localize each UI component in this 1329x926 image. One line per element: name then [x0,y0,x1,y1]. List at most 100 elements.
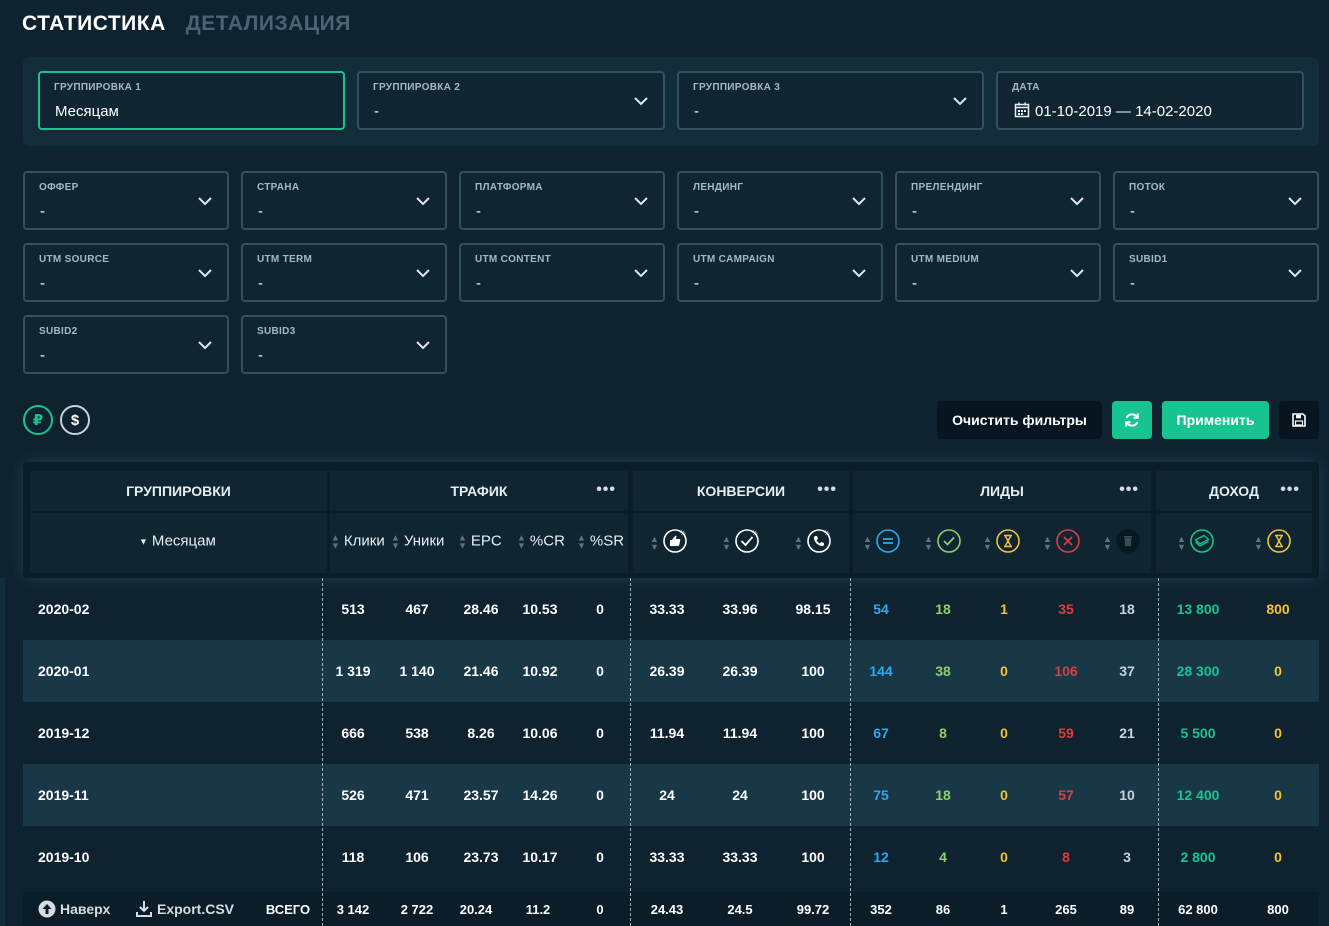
grouping-1-select[interactable]: ГРУППИРОВКА 1 Месяцам [38,71,345,130]
sort-icon[interactable]: ▲ ▼ [650,534,659,552]
chevron-down-icon [1288,269,1302,278]
cell-income-paid: 12 400 [1176,787,1220,803]
save-button[interactable] [1279,401,1319,439]
more-options-icon[interactable]: ••• [596,481,616,498]
cell-leads-rejected: 57 [1058,787,1074,803]
hourglass-income-icon[interactable] [1266,528,1292,554]
equals-icon[interactable] [875,528,901,554]
more-options-icon[interactable]: ••• [1119,481,1139,498]
cell-conv1: 33.33 [649,601,685,617]
cell-income-paid: 5 500 [1180,725,1216,741]
date-range-picker[interactable]: ДАТА 01-10-2019 — 14-02-2020 [996,71,1304,130]
cell-leads-approved: 4 [939,849,947,865]
trash-icon[interactable] [1115,528,1141,554]
table-row[interactable]: 2020-02 513 467 28.46 10.53 0 33.33 33.9… [23,578,1319,640]
clear-filters-button[interactable]: Очистить фильтры [937,401,1102,439]
sort-icon[interactable]: ▲ ▼ [794,534,803,552]
filter-country[interactable]: СТРАНА - [241,171,447,230]
cell-sr: 0 [596,601,604,617]
filter-prelanding[interactable]: ПРЕЛЕНДИНГ - [895,171,1101,230]
cell-clicks: 118 [341,849,365,865]
sort-icon[interactable]: ▲ ▼ [863,534,872,552]
currency-usd-toggle[interactable]: $ [60,405,90,435]
more-options-icon[interactable]: ••• [1280,481,1300,498]
filter-offer[interactable]: ОФФЕР - [23,171,229,230]
column-header-group-by[interactable]: ▼ Месяцам [139,533,216,550]
field-label: ГРУППИРОВКА 1 [54,82,142,93]
sort-icon[interactable]: ▲ ▼ [983,534,992,552]
table-row[interactable]: 2019-12 666 538 8.26 10.06 0 11.94 11.94… [23,702,1319,764]
cell-conv3: 100 [801,725,825,741]
chevron-down-icon [953,97,967,106]
table-row[interactable]: 2020-01 1 319 1 140 21.46 10.92 0 26.39 … [23,640,1319,702]
hourglass-icon[interactable] [995,528,1021,554]
more-options-icon[interactable]: ••• [817,481,837,498]
group-header-label: ЛИДЫ [980,483,1024,499]
phone-percent-icon[interactable]: % [806,528,832,554]
filter-utm-medium[interactable]: UTM MEDIUM - [895,243,1101,302]
currency-rub-toggle[interactable]: ₽ [23,405,53,435]
total-sr: 0 [596,901,604,917]
sort-icon[interactable]: ▲ ▼ [1103,534,1112,552]
thumbs-up-percent-icon[interactable]: % [662,528,688,554]
cell-income-paid: 13 800 [1176,601,1220,617]
field-value: - [1130,275,1135,292]
cell-cr: 10.17 [522,849,558,865]
check-circle-icon[interactable] [936,528,962,554]
money-icon[interactable] [1189,528,1215,554]
table-row[interactable]: 2019-10 118 106 23.73 10.17 0 33.33 33.3… [23,826,1319,888]
column-header-uniques[interactable]: ▲ ▼ Уники [391,533,444,550]
scroll-top-button[interactable]: Наверх [38,892,110,926]
sort-icon[interactable]: ▲ ▼ [722,534,731,552]
refresh-button[interactable] [1112,401,1152,439]
chevron-down-icon [416,197,430,206]
filter-utm-term[interactable]: UTM TERM - [241,243,447,302]
filter-subid1[interactable]: SUBID1 - [1113,243,1319,302]
export-csv-button[interactable]: Export.CSV [135,892,234,926]
table-row[interactable]: 2019-11 526 471 23.57 14.26 0 24 24 100 … [23,764,1319,826]
scroll-top-label: Наверх [60,901,111,917]
column-header-clicks[interactable]: ▲ ▼ Клики [331,533,385,550]
sort-icon[interactable]: ▲ ▼ [1043,534,1052,552]
check-percent-icon[interactable]: % [734,528,760,554]
cell-conv3: 98.15 [795,601,831,617]
apply-button[interactable]: Применить [1162,401,1269,439]
field-value: - [258,203,263,220]
filter-stream[interactable]: ПОТОК - [1113,171,1319,230]
column-header-sr[interactable]: ▲ ▼ %SR [577,533,624,550]
filter-utm-campaign[interactable]: UTM CAMPAIGN - [677,243,883,302]
sort-icon: ▲ ▼ [517,532,526,550]
table-footer: Наверх Export.CSV ВСЕГО 3 142 2 722 20.2… [23,892,1319,926]
tab-details[interactable]: ДЕТАЛИЗАЦИЯ [185,12,351,35]
grouping-3-select[interactable]: ГРУППИРОВКА 3 - [677,71,984,130]
column-header-cr[interactable]: ▲ ▼ %CR [517,533,565,550]
field-label: SUBID3 [257,326,296,337]
column-header-label: %CR [529,532,565,550]
filter-subid3[interactable]: SUBID3 - [241,315,447,374]
sort-icon[interactable]: ▲ ▼ [924,534,933,552]
cell-conv2: 11.94 [722,725,758,741]
cell-income-hold: 0 [1274,663,1282,679]
filter-utm-content[interactable]: UTM CONTENT - [459,243,665,302]
column-divider [1158,578,1159,926]
cell-leads-rejected: 59 [1058,725,1074,741]
cell-conv2: 26.39 [722,663,758,679]
download-icon [136,901,152,917]
filter-landing[interactable]: ЛЕНДИНГ - [677,171,883,230]
filter-utm-source[interactable]: UTM SOURCE - [23,243,229,302]
sort-icon[interactable]: ▲ ▼ [1254,534,1263,552]
subheader-cell [330,513,628,573]
total-conv2: 24.5 [727,901,753,917]
reject-x-icon[interactable] [1055,528,1081,554]
tab-statistics[interactable]: СТАТИСТИКА [22,12,166,35]
filter-platform[interactable]: ПЛАТФОРМА - [459,171,665,230]
cell-conv3: 100 [801,787,825,803]
field-label: UTM CAMPAIGN [693,254,775,265]
cell-leads-rejected: 8 [1062,849,1070,865]
column-header-epc[interactable]: ▲ ▼ EPC [458,533,502,550]
grouping-2-select[interactable]: ГРУППИРОВКА 2 - [357,71,665,130]
total-income-paid: 62 800 [1178,901,1218,917]
field-value: - [694,103,699,120]
filter-subid2[interactable]: SUBID2 - [23,315,229,374]
sort-icon[interactable]: ▲ ▼ [1177,534,1186,552]
